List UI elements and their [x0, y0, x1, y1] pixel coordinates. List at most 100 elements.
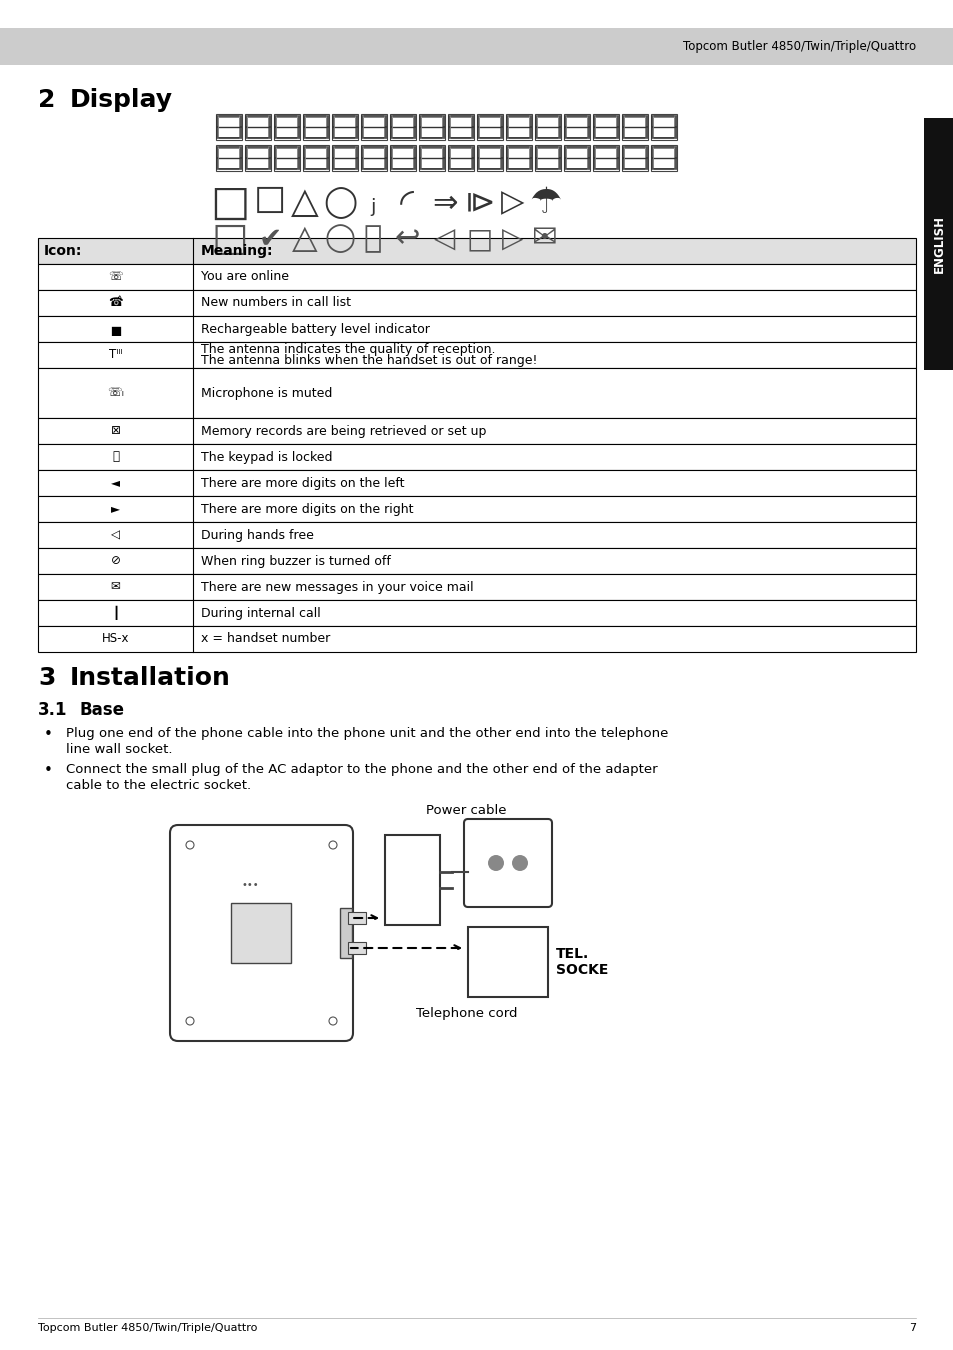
Text: line wall socket.: line wall socket.	[66, 743, 172, 756]
Bar	[38, 548, 915, 574]
Bar	[468, 927, 547, 998]
Bar	[38, 290, 915, 316]
Bar	[623, 117, 644, 136]
Bar	[507, 148, 529, 167]
Bar	[418, 113, 444, 140]
Text: The keypad is locked: The keypad is locked	[201, 451, 333, 463]
Bar	[305, 117, 326, 136]
Bar	[274, 113, 299, 140]
Text: ✉: ✉	[111, 580, 120, 594]
Text: ⇒: ⇒	[432, 189, 457, 217]
Text: Topcom Butler 4850/Twin/Triple/Quattro: Topcom Butler 4850/Twin/Triple/Quattro	[682, 40, 915, 53]
Text: Rechargeable battery level indicator: Rechargeable battery level indicator	[201, 323, 430, 336]
Bar	[38, 238, 915, 265]
Text: There are more digits on the right: There are more digits on the right	[201, 502, 413, 516]
Bar	[38, 626, 915, 652]
Text: ✔: ✔	[258, 225, 281, 252]
Bar	[0, 28, 953, 65]
Bar	[593, 113, 618, 140]
Text: ►: ►	[111, 502, 120, 516]
Text: ↩: ↩	[394, 224, 419, 254]
Text: •••: •••	[241, 880, 259, 890]
Bar	[215, 144, 242, 171]
Text: 3: 3	[38, 666, 55, 690]
Text: 3.1: 3.1	[38, 701, 68, 720]
Text: ⤵: ⤵	[363, 224, 382, 254]
Text: cable to the electric socket.: cable to the electric socket.	[66, 779, 251, 792]
Text: ◜: ◜	[399, 186, 414, 220]
Text: TEL.
SOCKE: TEL. SOCKE	[556, 946, 608, 977]
Bar	[215, 113, 242, 140]
Text: Connect the small plug of the AC adaptor to the phone and the other end of the a: Connect the small plug of the AC adaptor…	[66, 763, 657, 776]
Bar	[652, 148, 673, 167]
Text: Telephone cord: Telephone cord	[416, 1007, 517, 1021]
Bar	[537, 117, 558, 136]
Bar	[623, 148, 644, 167]
Bar	[450, 148, 471, 167]
Text: ⊘: ⊘	[111, 555, 120, 567]
Text: ▷: ▷	[500, 189, 524, 217]
Bar	[38, 470, 915, 495]
FancyBboxPatch shape	[463, 819, 552, 907]
Text: ┃: ┃	[112, 606, 119, 620]
Text: Meaning:: Meaning:	[201, 244, 274, 258]
Bar	[420, 148, 441, 167]
Text: ☏: ☏	[108, 270, 123, 284]
Text: Power cable: Power cable	[426, 805, 506, 817]
Bar	[339, 909, 352, 958]
Text: The antenna indicates the quality of reception.: The antenna indicates the quality of rec…	[201, 343, 495, 356]
Bar	[476, 113, 502, 140]
Bar	[38, 599, 915, 626]
Text: ⚿: ⚿	[112, 451, 119, 463]
Bar	[245, 144, 271, 171]
Text: ☐: ☐	[253, 186, 286, 220]
Text: ⊠: ⊠	[111, 424, 120, 437]
Bar	[563, 113, 589, 140]
Bar	[332, 113, 357, 140]
Bar	[507, 117, 529, 136]
Text: ☏ₗ: ☏ₗ	[107, 386, 124, 400]
Bar	[420, 117, 441, 136]
Text: When ring buzzer is turned off: When ring buzzer is turned off	[201, 555, 391, 567]
Bar	[392, 117, 413, 136]
Bar	[303, 144, 329, 171]
Bar	[348, 942, 366, 954]
Bar	[595, 117, 616, 136]
Bar	[245, 113, 271, 140]
Circle shape	[488, 855, 503, 871]
Text: Topcom Butler 4850/Twin/Triple/Quattro: Topcom Butler 4850/Twin/Triple/Quattro	[38, 1323, 257, 1332]
Bar	[303, 113, 329, 140]
Bar	[390, 113, 416, 140]
Text: x = handset number: x = handset number	[201, 633, 330, 645]
Bar	[360, 144, 387, 171]
Text: There are more digits on the left: There are more digits on the left	[201, 477, 404, 490]
Bar	[275, 148, 296, 167]
Text: 7: 7	[908, 1323, 915, 1332]
Bar	[478, 148, 499, 167]
Text: •: •	[44, 728, 52, 743]
Text: Memory records are being retrieved or set up: Memory records are being retrieved or se…	[201, 424, 486, 437]
Bar	[274, 144, 299, 171]
Bar	[305, 148, 326, 167]
Text: △: △	[292, 223, 317, 255]
Bar	[621, 144, 647, 171]
Bar	[275, 117, 296, 136]
Bar	[38, 342, 915, 369]
Bar	[478, 117, 499, 136]
Bar	[38, 265, 915, 290]
Text: △: △	[291, 186, 318, 220]
Text: Installation: Installation	[70, 666, 231, 690]
Bar	[450, 117, 471, 136]
Text: Plug one end of the phone cable into the phone unit and the other end into the t: Plug one end of the phone cable into the…	[66, 728, 668, 740]
Text: ⱼ: ⱼ	[370, 189, 375, 217]
Bar	[363, 148, 384, 167]
Bar	[505, 144, 532, 171]
Bar	[38, 574, 915, 599]
Bar	[535, 113, 560, 140]
Bar	[563, 144, 589, 171]
Bar	[38, 369, 915, 418]
Bar	[360, 113, 387, 140]
Bar	[247, 117, 268, 136]
Text: Base: Base	[80, 701, 125, 720]
Text: During internal call: During internal call	[201, 606, 320, 620]
